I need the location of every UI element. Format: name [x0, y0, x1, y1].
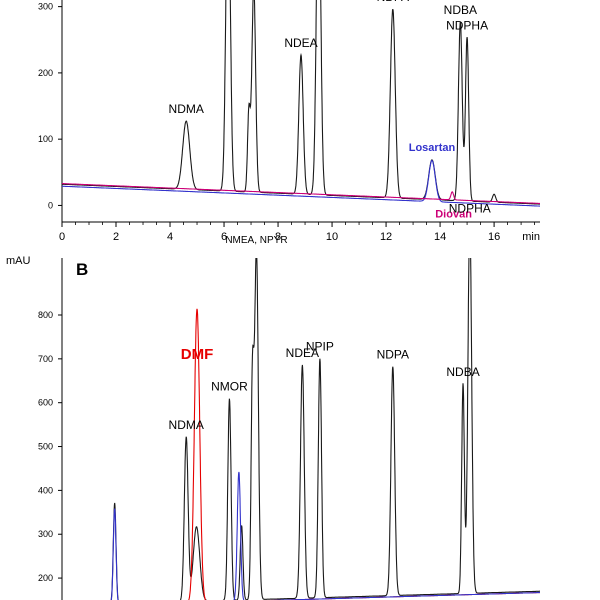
series-annotation-diovan: Diovan [435, 208, 472, 220]
peak-label-ndpa: NDPA [377, 348, 409, 362]
peak-label-nmea-npyr: NMEA, NPYR [225, 235, 287, 246]
peak-label-nmor: NMOR [211, 380, 248, 394]
series-line-trace-2 [110, 471, 540, 600]
x-tick-label: 12 [380, 231, 392, 243]
peak-label-ndea: NDEA [286, 346, 319, 360]
y-tick-label: 200 [38, 573, 53, 583]
peak-label-ndma: NDMA [169, 418, 204, 432]
series-line-trace-0 [110, 258, 540, 600]
peak-label-ndba: NDBA [446, 365, 479, 379]
y-axis-unit-label: mAU [6, 255, 31, 267]
y-tick-label: 700 [38, 354, 53, 364]
series-annotation-dmf: DMF [181, 346, 214, 363]
x-tick-label: 2 [113, 231, 119, 243]
x-axis-label: min [522, 231, 540, 243]
peak-label-ndba: NDBA [444, 3, 477, 17]
panel-letter: B [76, 260, 88, 279]
series-line-losartan [62, 159, 540, 207]
peak-label-ndea: NDEA [284, 36, 317, 50]
series-annotation-losartan: Losartan [409, 142, 456, 154]
y-tick-label: 400 [38, 485, 53, 495]
x-tick-label: 4 [167, 231, 173, 243]
series-group [62, 0, 540, 207]
x-tick-label: 10 [326, 231, 338, 243]
y-tick-label: 0 [48, 200, 53, 210]
series-line-trace-0 [62, 0, 540, 205]
y-tick-label: 300 [38, 2, 53, 12]
x-tick-label: 16 [488, 231, 500, 243]
y-tick-label: 800 [38, 310, 53, 320]
x-tick-label: 0 [59, 231, 65, 243]
peak-label-npip: NPIP [306, 340, 334, 354]
y-tick-label: 500 [38, 442, 53, 452]
y-tick-label: 300 [38, 529, 53, 539]
y-tick-label: 200 [38, 68, 53, 78]
x-tick-label: 14 [434, 231, 446, 243]
series-line-diovan [62, 183, 540, 204]
peak-label-ndpha: NDPHA [446, 18, 488, 32]
y-tick-label: 100 [38, 134, 53, 144]
peak-label-ndma: NDMA [169, 102, 204, 116]
series-group [110, 258, 540, 600]
peak-label-ndpha: NDPHA [449, 202, 491, 216]
panel-a: 0 100 200 300 0 2 4 6 8 10 12 14 16 min NDMA NDEA NDPA ND… [38, 0, 540, 243]
peak-label-ndpa: NDPA [377, 0, 409, 4]
x-tick-label: 8 [275, 231, 281, 243]
x-tick-label: 6 [221, 231, 227, 243]
y-tick-label: 600 [38, 398, 53, 408]
